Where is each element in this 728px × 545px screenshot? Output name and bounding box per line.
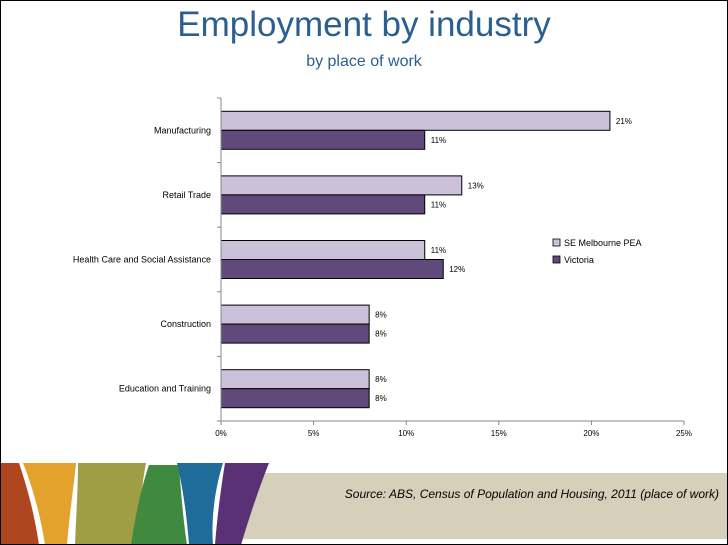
bar-se-melbourne-pea: [220, 369, 370, 390]
category-label: Health Care and Social Assistance: [73, 255, 211, 265]
x-tick-label: 0%: [215, 429, 227, 438]
data-label: 11%: [431, 136, 446, 145]
x-tick-label: 20%: [583, 429, 599, 438]
data-label: 8%: [375, 330, 387, 339]
bar-se-melbourne-pea: [220, 110, 611, 131]
footer-stripe-olive: [75, 463, 146, 544]
footer-stripe-purple: [215, 463, 269, 544]
bar-chart: Manufacturing Retail Trade Health Care and…: [73, 97, 692, 438]
x-tick-label: 10%: [398, 429, 414, 438]
category-labels: Manufacturing Retail Trade Health Care and…: [73, 125, 211, 393]
footer-band: [226, 473, 727, 539]
slide-title: Employment by industry: [177, 5, 551, 44]
category-label: Education and Training: [119, 384, 211, 394]
footer-stripe-green: [131, 465, 187, 544]
legend-label: SE Melbourne PEA: [564, 238, 642, 248]
bar-victoria: [220, 388, 370, 409]
x-tick-label: 5%: [308, 429, 320, 438]
data-label: 11%: [431, 200, 446, 209]
bar-victoria: [220, 259, 444, 279]
legend-label: Victoria: [564, 255, 594, 265]
data-label: 13%: [468, 181, 484, 190]
data-label: 8%: [375, 375, 387, 384]
category-label: Retail Trade: [162, 190, 211, 200]
bar-victoria: [220, 194, 426, 215]
bar-se-melbourne-pea: [220, 240, 426, 260]
data-label: 11%: [431, 246, 446, 255]
bars: [220, 110, 611, 409]
footer-stripe-blue: [177, 463, 223, 544]
footer-stripe-rust: [1, 463, 39, 544]
data-label: 8%: [375, 394, 387, 403]
data-label: 8%: [375, 311, 387, 320]
axes: 0% 5% 10% 15% 20% 25%: [215, 97, 692, 438]
slide-subtitle: by place of work: [306, 53, 422, 70]
bar-victoria: [220, 129, 426, 150]
data-label: 21%: [616, 117, 632, 126]
footer-stripe-gold: [23, 463, 76, 544]
bar-victoria: [220, 323, 370, 344]
x-tick-label: 15%: [491, 429, 507, 438]
decorative-footer: [1, 463, 727, 544]
category-label: Construction: [160, 319, 211, 329]
data-labels: 21% 11% 13% 11% 11% 12% 8% 8% 8% 8%: [375, 117, 632, 403]
bar-se-melbourne-pea: [220, 304, 370, 325]
data-label: 12%: [449, 265, 465, 274]
category-label: Manufacturing: [154, 125, 211, 135]
source-note: Source: ABS, Census of Population and Ho…: [344, 487, 719, 501]
legend-swatch: [552, 255, 561, 264]
bar-se-melbourne-pea: [220, 175, 463, 196]
legend: SE Melbourne PEA Victoria: [552, 238, 642, 265]
legend-swatch: [552, 238, 561, 247]
x-tick-label: 25%: [676, 429, 692, 438]
